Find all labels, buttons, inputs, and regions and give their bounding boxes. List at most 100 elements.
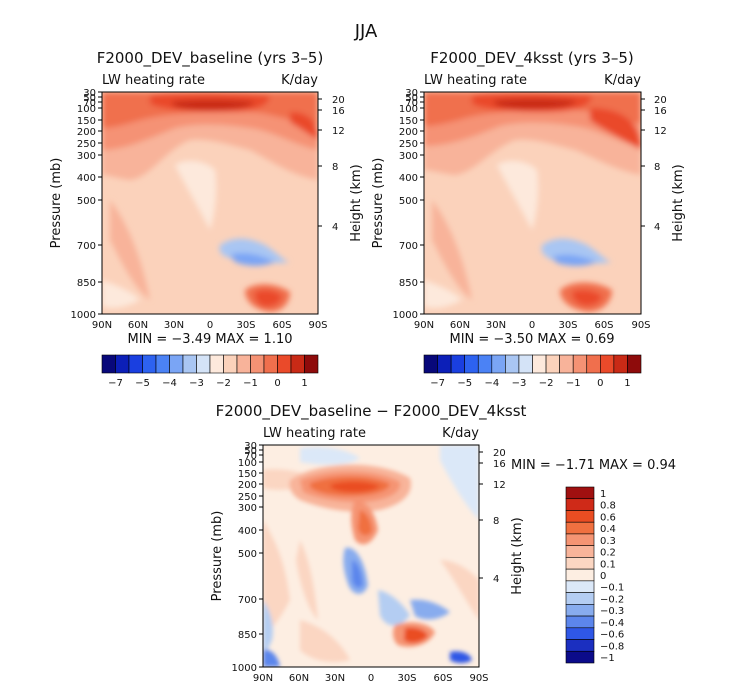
min-max-stats: MIN = −3.49 MAX = 1.10 bbox=[127, 332, 292, 347]
y-tick-label: 1000 bbox=[393, 310, 418, 321]
colorbar-swatch bbox=[101, 354, 116, 374]
min-max-stats: MIN = −1.71 MAX = 0.94 bbox=[511, 458, 676, 473]
y-tick-label: 100 bbox=[77, 104, 96, 115]
colorbar-label: 0 bbox=[274, 378, 280, 389]
colorbar-swatch bbox=[128, 354, 143, 374]
panel-title: F2000_DEV_baseline (yrs 3–5) bbox=[97, 49, 324, 68]
units-label: K/day bbox=[442, 426, 479, 441]
height-tick-label: 8 bbox=[493, 516, 499, 527]
colorbar-label: −1 bbox=[243, 378, 258, 389]
units-label: K/day bbox=[604, 73, 641, 88]
y-tick-label: 30 bbox=[405, 88, 418, 99]
colorbar-swatch bbox=[491, 354, 506, 374]
panel-title: F2000_DEV_4ksst (yrs 3–5) bbox=[430, 49, 634, 68]
colorbar-label: 0 bbox=[597, 378, 603, 389]
y-tick-label: 250 bbox=[238, 492, 257, 503]
height-tick-label: 16 bbox=[332, 106, 345, 117]
y-tick-label: 1000 bbox=[232, 663, 257, 674]
x-tick-label: 60S bbox=[433, 673, 452, 684]
y-tick-label: 250 bbox=[77, 139, 96, 150]
colorbar-swatch bbox=[627, 354, 642, 374]
colorbar-swatch bbox=[613, 354, 628, 374]
y-tick-label: 100 bbox=[238, 458, 257, 469]
y-tick-label: 700 bbox=[399, 241, 418, 252]
colorbar-label: −7 bbox=[430, 378, 445, 389]
colorbar-swatch bbox=[565, 521, 595, 535]
y-tick-label: 400 bbox=[399, 173, 418, 184]
x-tick-label: 90N bbox=[253, 673, 273, 684]
plot-frame bbox=[101, 91, 319, 315]
panel-title: F2000_DEV_baseline − F2000_DEV_4ksst bbox=[216, 402, 527, 421]
height-tick-label: 20 bbox=[493, 448, 506, 459]
y-tick-label: 30 bbox=[83, 88, 96, 99]
colorbar-swatch bbox=[142, 354, 157, 374]
x-tick-label: 60S bbox=[272, 320, 291, 331]
height-tick-label: 4 bbox=[493, 574, 499, 585]
height-tick-label: 4 bbox=[332, 222, 338, 233]
colorbar-swatch bbox=[565, 604, 595, 617]
colorbar-swatch bbox=[477, 354, 493, 374]
y-axis-left: 30 50 70 100 150 200 250 300 400 500 700… bbox=[371, 88, 424, 321]
colorbar-label: −3 bbox=[189, 378, 204, 389]
x-tick-label: 60S bbox=[594, 320, 613, 331]
y-axis-right: 20 16 12 8 4 Height (km) bbox=[641, 95, 686, 242]
x-tick-label: 90S bbox=[308, 320, 327, 331]
x-tick-label: 30S bbox=[236, 320, 255, 331]
height-tick-label: 4 bbox=[654, 222, 660, 233]
colorbar-swatch bbox=[263, 354, 278, 374]
y-tick-label: 100 bbox=[399, 104, 418, 115]
x-tick-label: 90S bbox=[631, 320, 650, 331]
y-axis-title: Pressure (mb) bbox=[371, 158, 386, 249]
height-tick-label: 12 bbox=[654, 126, 667, 137]
colorbar-swatch bbox=[565, 615, 595, 629]
colorbar-swatch bbox=[223, 354, 238, 374]
panel-difference: F2000_DEV_baseline − F2000_DEV_4ksst LW … bbox=[210, 402, 676, 684]
colorbar-label: 1 bbox=[624, 378, 630, 389]
colorbar-swatch bbox=[115, 354, 130, 374]
colorbar-swatch bbox=[505, 354, 520, 374]
height-tick-label: 20 bbox=[332, 95, 345, 106]
x-tick-label: 60N bbox=[450, 320, 470, 331]
height-tick-label: 12 bbox=[493, 480, 506, 491]
x-tick-label: 0 bbox=[529, 320, 535, 331]
y-tick-label: 850 bbox=[399, 278, 418, 289]
colorbar-swatch bbox=[423, 354, 438, 374]
height-tick-label: 20 bbox=[654, 95, 667, 106]
colorbar-label: 1 bbox=[301, 378, 307, 389]
colorbar-swatch bbox=[565, 486, 595, 500]
colorbar-swatch bbox=[565, 545, 595, 558]
x-tick-label: 30N bbox=[486, 320, 506, 331]
variable-label: LW heating rate bbox=[102, 73, 205, 88]
colorbar-swatch bbox=[586, 354, 601, 374]
colorbar-label: −0.4 bbox=[600, 618, 624, 629]
colorbar-label: 0.1 bbox=[600, 559, 616, 570]
colorbar-swatch bbox=[532, 354, 547, 374]
heatmap-field bbox=[263, 445, 479, 667]
height-tick-label: 12 bbox=[332, 126, 345, 137]
colorbar: −7 −5 −4 −3 −2 −1 0 1 bbox=[101, 354, 319, 389]
y-tick-label: 300 bbox=[399, 151, 418, 162]
y-tick-label: 500 bbox=[399, 196, 418, 207]
variable-label: LW heating rate bbox=[263, 426, 366, 441]
colorbar-label: −0.3 bbox=[600, 606, 624, 617]
y-axis-right-title: Height (km) bbox=[510, 517, 525, 594]
colorbar-label: −0.1 bbox=[600, 583, 624, 594]
colorbar-label: 0.4 bbox=[600, 524, 616, 535]
y-axis-right: 20 16 12 8 4 Height (km) bbox=[479, 448, 525, 595]
x-tick-label: 30S bbox=[397, 673, 416, 684]
y-tick-label: 850 bbox=[238, 630, 257, 641]
y-tick-label: 400 bbox=[238, 526, 257, 537]
height-tick-label: 8 bbox=[654, 162, 660, 173]
y-tick-label: 850 bbox=[77, 278, 96, 289]
y-axis-right: 20 16 12 8 4 Height (km) bbox=[318, 95, 364, 242]
y-tick-label: 150 bbox=[238, 469, 257, 480]
colorbar-label: −4 bbox=[484, 378, 499, 389]
height-tick-label: 16 bbox=[654, 106, 667, 117]
min-max-stats: MIN = −3.50 MAX = 0.69 bbox=[449, 332, 614, 347]
x-tick-label: 0 bbox=[207, 320, 213, 331]
colorbar-label: −5 bbox=[457, 378, 472, 389]
colorbar-swatch bbox=[565, 627, 595, 640]
colorbar-swatch bbox=[450, 354, 465, 374]
colorbar-swatch bbox=[565, 510, 595, 523]
colorbar-swatch bbox=[565, 557, 595, 570]
